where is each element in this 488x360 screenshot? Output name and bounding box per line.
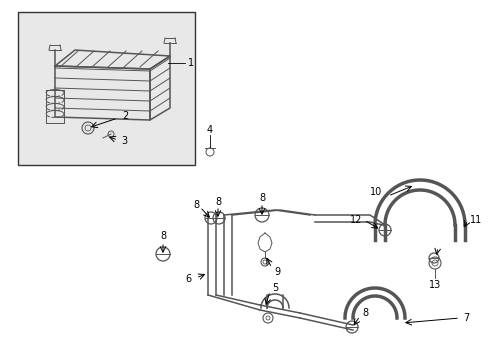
Text: 12: 12 [349,215,361,225]
Text: 13: 13 [428,280,440,290]
Text: 5: 5 [271,283,278,293]
Text: 10: 10 [369,187,381,197]
Text: 11: 11 [469,215,481,225]
Bar [18,12,195,165]
Text: 7: 7 [462,313,468,323]
Text: 8: 8 [361,308,367,318]
Text: 4: 4 [206,125,213,135]
Text: 3: 3 [121,136,127,146]
Text: 8: 8 [259,193,264,203]
Text: 2: 2 [122,111,128,121]
Text: 8: 8 [215,197,221,207]
Text: 9: 9 [273,267,280,277]
Text: 1: 1 [187,58,194,68]
Text: 8: 8 [193,200,199,210]
Text: 6: 6 [185,274,192,284]
Text: 8: 8 [160,231,166,241]
